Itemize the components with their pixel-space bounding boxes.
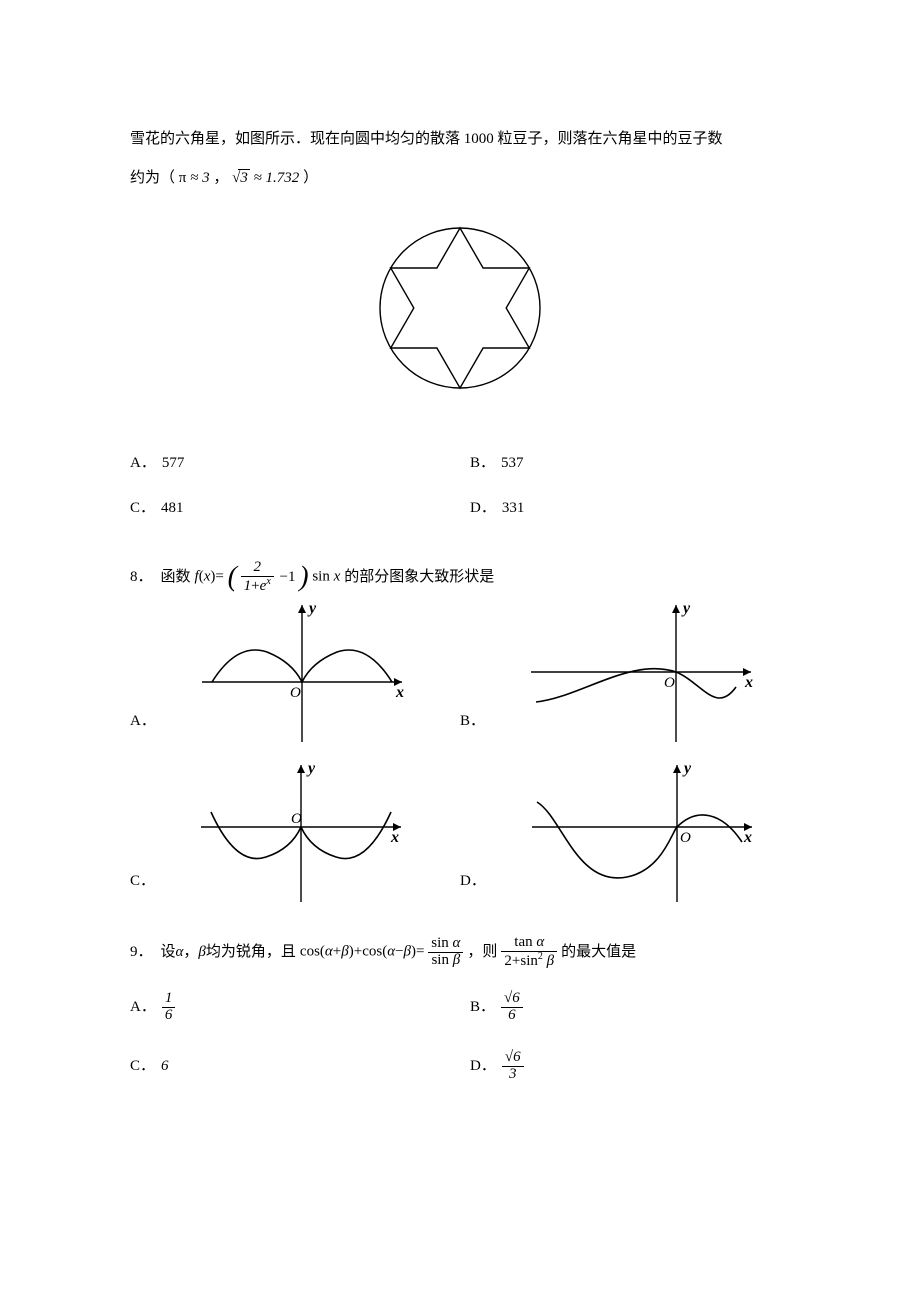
svg-text:x: x xyxy=(395,684,404,701)
q9-suffix: 的最大值是 xyxy=(561,933,636,972)
q9-beta: β xyxy=(198,933,205,972)
q9-val-b: √6 6 xyxy=(501,991,523,1024)
q9-b-den: 6 xyxy=(501,1008,523,1024)
svg-text:x: x xyxy=(390,829,399,846)
q7-label-b: B． xyxy=(470,444,495,483)
q8-graph-d: y x O xyxy=(522,757,762,907)
q9-a-den: 6 xyxy=(162,1008,176,1024)
q9-row-cd: C． 6 D． √6 3 xyxy=(130,1047,790,1086)
q7-label-d: D． xyxy=(470,489,496,528)
q9-choice-c: C． 6 xyxy=(130,1047,460,1086)
q9-choice-a: A． 1 6 xyxy=(130,988,460,1027)
q8-num: 8． xyxy=(130,558,153,597)
q7-pi: π ≈ 3 xyxy=(179,170,210,186)
q8-col-c: C． y x O xyxy=(130,757,460,907)
q9-label-d: D． xyxy=(470,1047,496,1086)
q8-graph-a: y x O xyxy=(192,597,412,747)
q7-val-a: 577 xyxy=(162,444,185,483)
q8-formula: f(x)= ( 21+ex −1 ) sin x xyxy=(195,560,341,595)
q9-mid: ，则 xyxy=(467,933,497,972)
q8-frac-num: 2 xyxy=(241,560,274,577)
q7-label-a: A． xyxy=(130,444,156,483)
q7-choice-b: B． 537 xyxy=(460,444,790,483)
q7-choice-d: D． 331 xyxy=(460,489,790,528)
q8-col-d: D． y x O xyxy=(460,757,790,907)
q7-sqrt3: √3 xyxy=(232,159,250,198)
q7-prefix: 约为（ xyxy=(130,170,175,186)
svg-text:y: y xyxy=(306,760,316,777)
q8-label-b: B． xyxy=(460,702,485,747)
q8-row-ab: A． y x O B． y x xyxy=(130,597,790,747)
q9-prefix2: 均为锐角，且 xyxy=(206,933,296,972)
q9-label-a: A． xyxy=(130,988,156,1027)
q7-suffix: ） xyxy=(303,170,318,186)
q8-suffix: 的部分图象大致形状是 xyxy=(344,558,494,597)
q7-approx: ≈ 1.732 xyxy=(254,170,300,186)
q9-comma1: ， xyxy=(183,933,198,972)
q9-val-c: 6 xyxy=(161,1047,169,1086)
q9-label-c: C． xyxy=(130,1047,155,1086)
q9-row-ab: A． 1 6 B． √6 6 xyxy=(130,988,790,1027)
q9-b-num-rad: 6 xyxy=(512,990,520,1006)
q9-target: tan α 2+sin2 β xyxy=(501,935,557,970)
q7-label-c: C． xyxy=(130,489,155,528)
q9-prefix1: 设 xyxy=(161,933,176,972)
q7-figure xyxy=(130,218,790,414)
q8-row-cd: C． y x O D． y x O xyxy=(130,757,790,907)
q8-label-a: A． xyxy=(130,702,156,747)
svg-text:x: x xyxy=(744,674,753,691)
q8-frac-den: 1+ex xyxy=(241,577,274,595)
q8-stem: 8． 函数 f(x)= ( 21+ex −1 ) sin x 的部分图象大致形状… xyxy=(130,558,790,597)
q9-alpha: α xyxy=(176,933,184,972)
q9-choice-d: D． √6 3 xyxy=(460,1047,790,1086)
q9-stem: 9． 设 α ， β 均为锐角，且 cos(α+β)+cos(α−β)= sin… xyxy=(130,933,790,972)
q7-choice-c: C． 481 xyxy=(130,489,460,528)
svg-text:y: y xyxy=(682,760,692,777)
q8-col-b: B． y x O xyxy=(460,597,790,747)
q7-row-cd: C． 481 D． 331 xyxy=(130,489,790,528)
svg-text:O: O xyxy=(291,811,302,827)
q9-eq: cos(α+β)+cos(α−β)= sin αsin β xyxy=(300,936,463,969)
q7-line2: 约为（ π ≈ 3 ， √3 ≈ 1.732 ） xyxy=(130,159,790,198)
q9-b-num: √6 xyxy=(501,991,523,1008)
q9-val-a: 1 6 xyxy=(162,991,176,1024)
svg-text:y: y xyxy=(681,600,691,617)
q7-val-d: 331 xyxy=(502,489,525,528)
q8-prefix: 函数 xyxy=(161,558,191,597)
q7-row-ab: A． 577 B． 537 xyxy=(130,444,790,483)
q7-choice-a: A． 577 xyxy=(130,444,460,483)
svg-text:y: y xyxy=(307,600,317,617)
q8-label-d: D． xyxy=(460,862,486,907)
q9-d-den: 3 xyxy=(502,1067,524,1083)
q9-choice-b: B． √6 6 xyxy=(460,988,790,1027)
svg-text:O: O xyxy=(680,830,691,846)
q7-val-b: 537 xyxy=(501,444,524,483)
svg-text:O: O xyxy=(290,685,301,701)
q9-a-num: 1 xyxy=(162,991,176,1008)
q8-graph-c: y x O xyxy=(191,757,411,907)
q7-comma: ， xyxy=(213,170,228,186)
q9-num: 9． xyxy=(130,933,153,972)
q8-graph-b: y x O xyxy=(521,597,761,747)
q9-label-b: B． xyxy=(470,988,495,1027)
q9-val-d: √6 3 xyxy=(502,1050,524,1083)
q9-d-num-rad: 6 xyxy=(513,1049,521,1065)
q9-d-num: √6 xyxy=(502,1050,524,1067)
q7-line1: 雪花的六角星，如图所示．现在向圆中均匀的散落 1000 粒豆子，则落在六角星中的… xyxy=(130,120,790,159)
q8-label-c: C． xyxy=(130,862,155,907)
svg-text:O: O xyxy=(664,675,675,691)
page: 雪花的六角星，如图所示．现在向圆中均匀的散落 1000 粒豆子，则落在六角星中的… xyxy=(0,0,920,1152)
hexagram-in-circle xyxy=(370,218,550,398)
q8-col-a: A． y x O xyxy=(130,597,460,747)
q7-val-c: 481 xyxy=(161,489,184,528)
svg-text:x: x xyxy=(743,829,752,846)
